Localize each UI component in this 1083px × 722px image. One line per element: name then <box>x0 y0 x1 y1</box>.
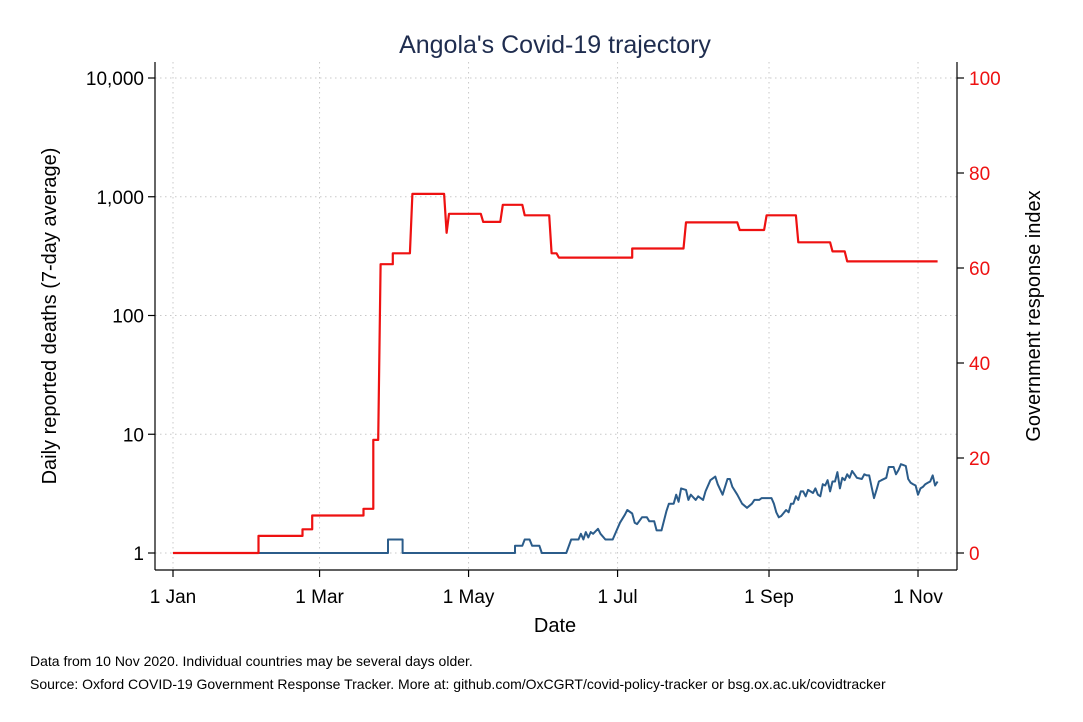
x-tick-label: 1 Jul <box>597 587 637 608</box>
note-source: Source: Oxford COVID-19 Government Respo… <box>30 676 886 692</box>
left-tick-label: 1 <box>133 544 144 565</box>
y-axis-label: Daily reported deaths (7-day average) <box>39 148 61 485</box>
grid <box>155 62 957 570</box>
left-tick-label: 10 <box>123 425 144 446</box>
note-data-date: Data from 10 Nov 2020. Individual countr… <box>30 653 473 669</box>
x-tick-label: 1 Mar <box>295 587 344 608</box>
x-axis-ticks: 1 Jan 1 Mar 1 May 1 Jul 1 Sep 1 Nov <box>150 570 943 608</box>
x-tick-label: 1 May <box>443 587 495 608</box>
right-tick-label: 80 <box>969 164 990 185</box>
right-axis-ticks: 0 20 40 60 80 100 <box>957 69 1001 565</box>
series-line-deaths <box>173 463 939 554</box>
left-tick-label: 100 <box>112 307 144 328</box>
chart-title: Angola's Covid-19 trajectory <box>399 31 711 59</box>
right-tick-label: 40 <box>969 354 990 375</box>
left-tick-label: 10,000 <box>86 69 144 90</box>
series-line-response-index <box>173 192 938 555</box>
x-tick-label: 1 Sep <box>744 587 794 608</box>
right-tick-label: 0 <box>969 544 980 565</box>
y2-axis-label: Government response index <box>1023 190 1045 441</box>
right-tick-label: 60 <box>969 259 990 280</box>
left-tick-label: 1,000 <box>96 188 144 209</box>
series <box>173 192 939 555</box>
x-tick-label: 1 Jan <box>150 587 196 608</box>
right-tick-label: 20 <box>969 449 990 470</box>
right-tick-label: 100 <box>969 69 1001 90</box>
x-tick-label: 1 Nov <box>893 587 943 608</box>
left-axis-ticks: 1 10 100 1,000 10,000 <box>86 69 155 565</box>
x-axis-label: Date <box>534 615 576 637</box>
